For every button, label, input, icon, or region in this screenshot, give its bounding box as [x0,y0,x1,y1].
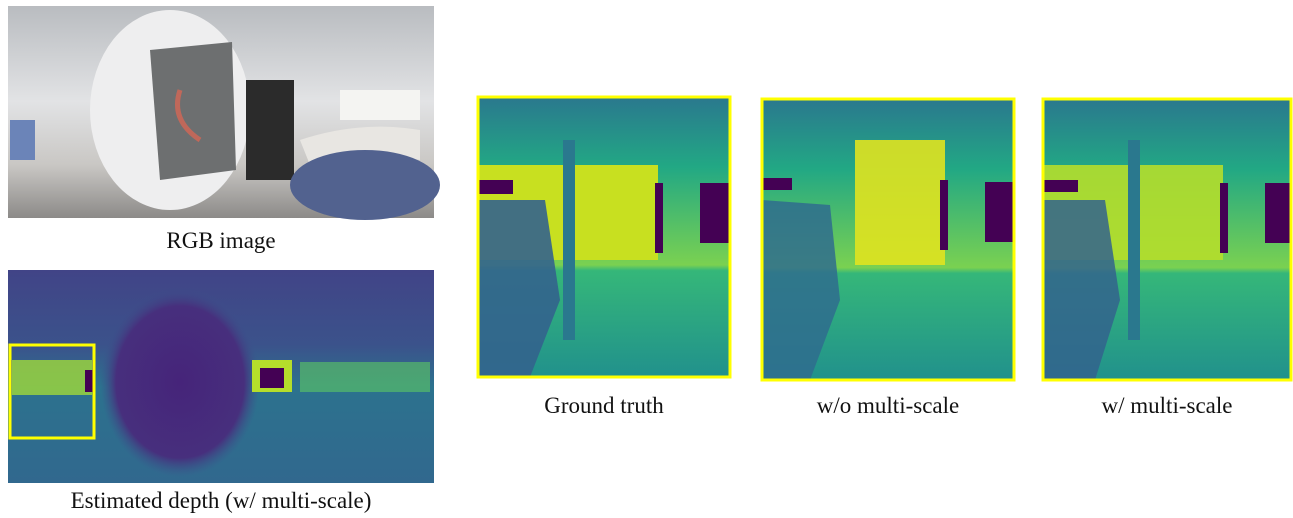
depth-image [8,270,434,483]
painting [150,42,236,180]
dark-area [655,183,663,253]
chair-shape [762,200,840,380]
rgb-image [8,6,440,220]
dark-area [762,178,792,190]
caption: w/ multi-scale [1102,393,1233,418]
dark-area [700,183,730,243]
dark-area [260,368,284,388]
doorway [246,80,294,180]
mid-area [300,362,430,392]
dark-area [1265,183,1291,243]
dark-area [1043,180,1078,192]
dark-area [478,180,513,194]
caption: Ground truth [544,393,664,418]
crop-without-multiscale [760,97,1016,382]
crop-border [1041,97,1293,382]
highlight-box [8,343,96,440]
dark-area [1220,183,1228,253]
dark-area [85,370,93,392]
chair-shape [478,200,560,377]
crop-border [760,97,1016,382]
chair [10,120,35,160]
chair-shape [1043,200,1120,380]
caption: w/o multi-scale [817,393,959,418]
window [340,90,420,120]
painting-detail [175,89,202,143]
caption: Estimated depth (w/ multi-scale) [71,488,372,513]
caption: RGB image [166,228,275,253]
dark-area [940,180,948,250]
pillar [1128,140,1140,340]
crop-border [476,95,732,379]
crop-ground-truth [476,95,732,379]
near-wall [100,287,260,477]
bright-area [855,140,945,265]
rug [290,150,440,220]
bright-area [12,360,92,395]
pillar [563,140,575,340]
dark-area [985,182,1014,242]
crop-with-multiscale [1041,97,1293,382]
